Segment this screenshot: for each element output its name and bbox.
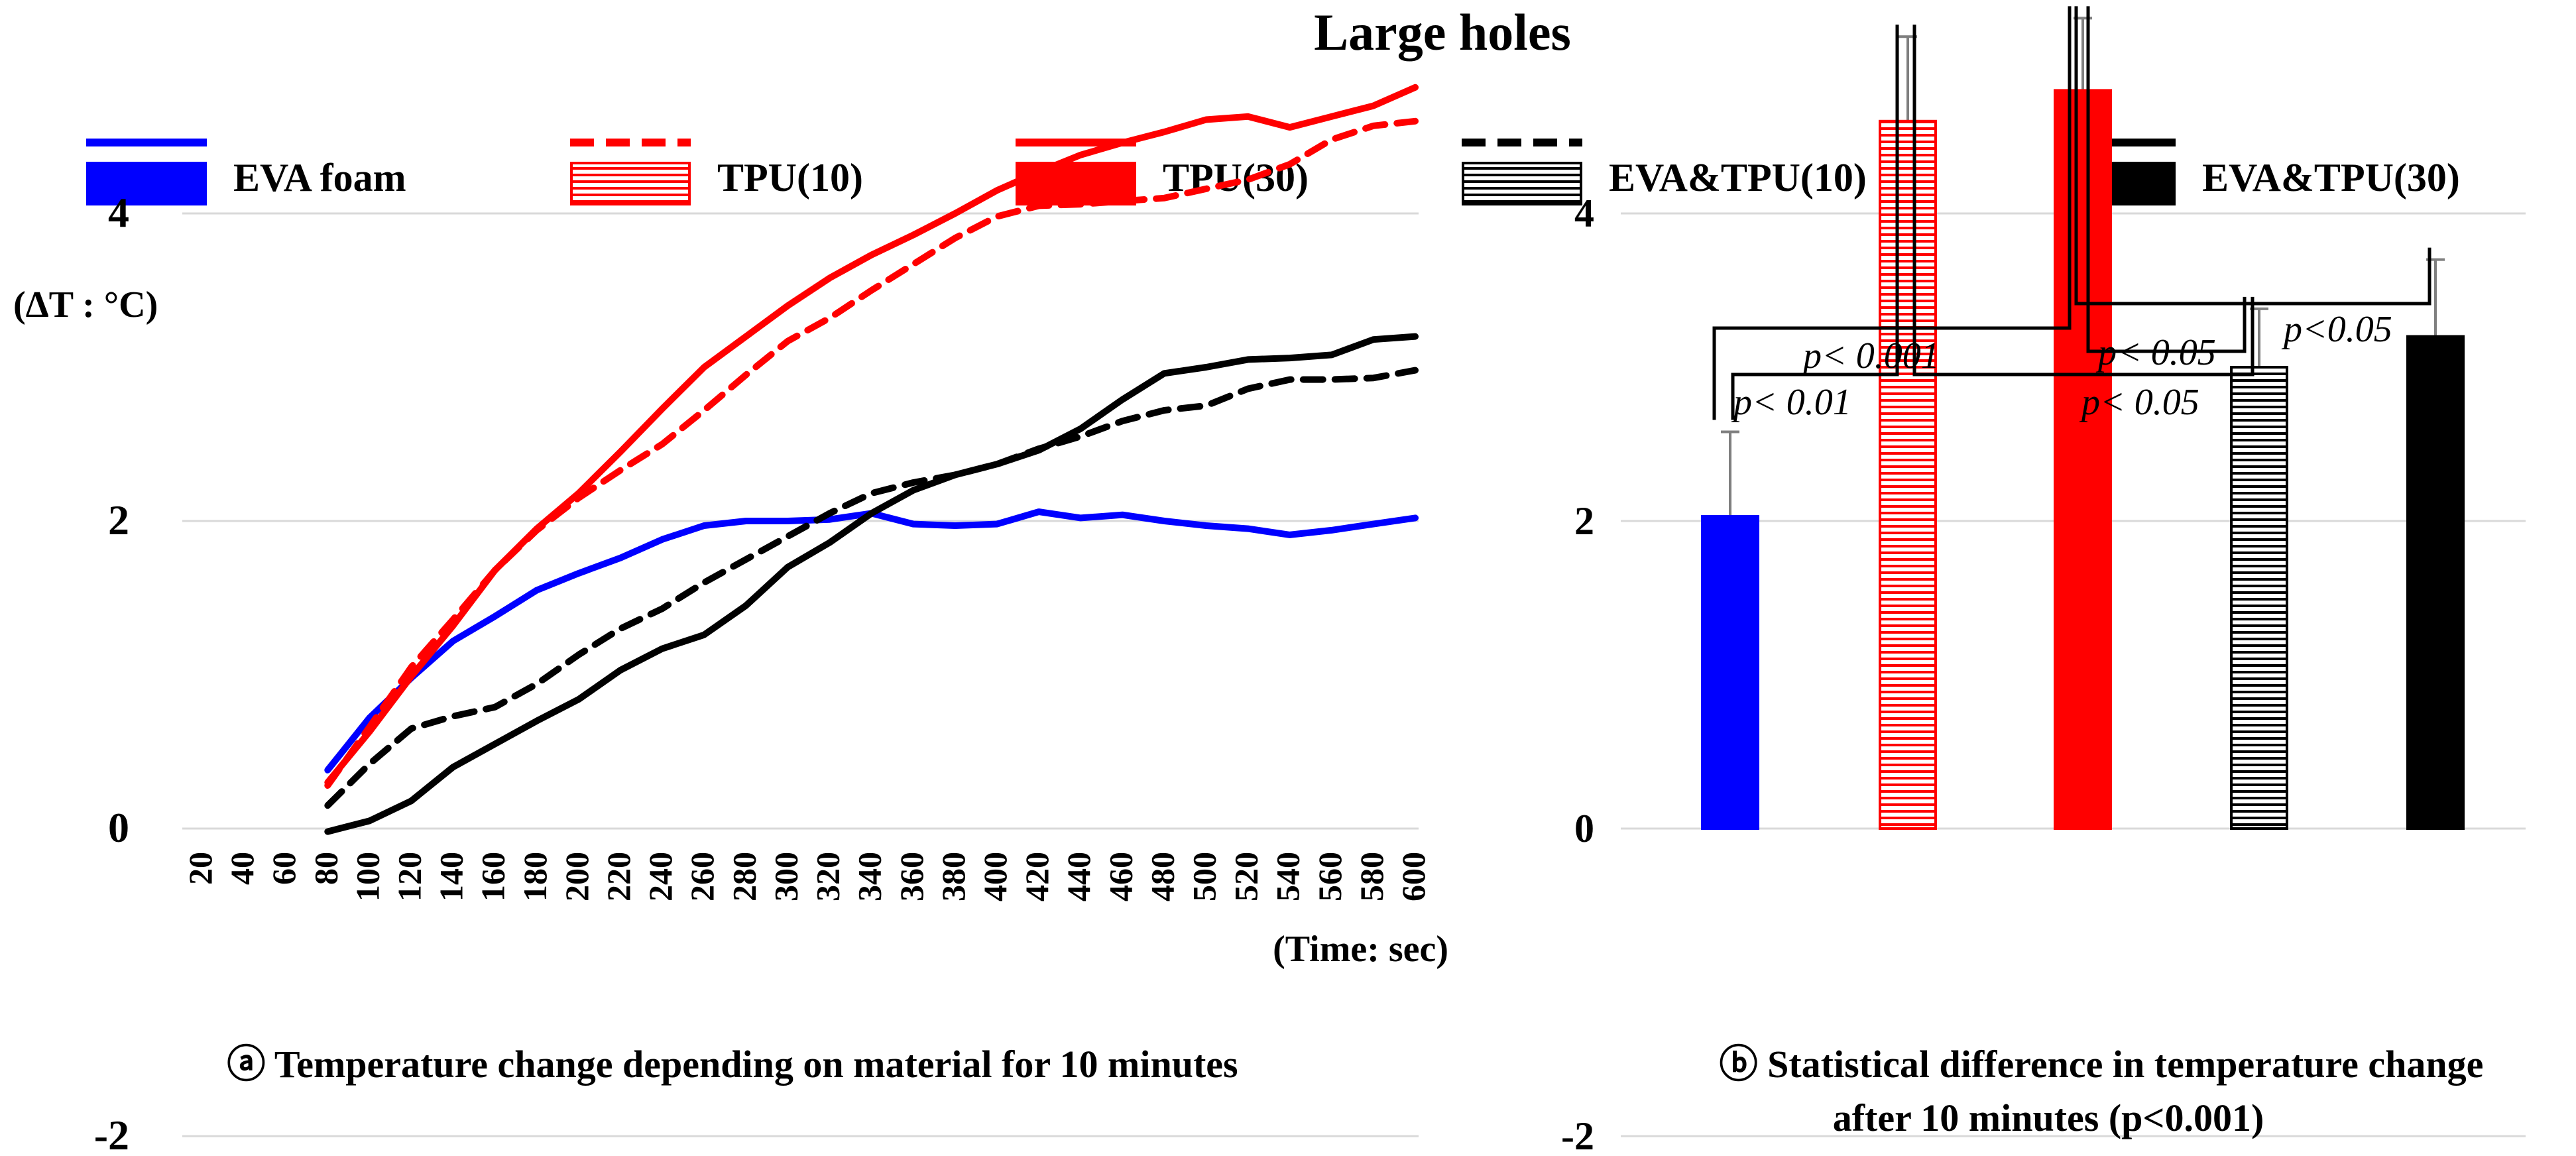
y-tick-label: -2 — [94, 1112, 129, 1156]
series-line-eva-tpu-10 — [324, 367, 1419, 809]
x-tick-label: 180 — [516, 852, 554, 901]
x-tick-label: 200 — [558, 852, 595, 901]
x-tick-label: 100 — [349, 852, 386, 901]
x-tick-label: 520 — [1228, 852, 1265, 901]
x-tick-label: 540 — [1269, 852, 1307, 901]
series-line-eva-foam — [324, 508, 1419, 774]
y-axis-label: (ΔT : °C) — [13, 284, 158, 325]
line-chart: (ΔT : °C) (Time: sec) -20246204060801001… — [13, 84, 1448, 1156]
significance-bracket — [1912, 25, 2254, 376]
significance-label: p< 0.01 — [1731, 382, 1851, 423]
x-tick-label: 440 — [1060, 852, 1097, 901]
x-tick-label: 340 — [851, 852, 888, 901]
significance-bracket — [1712, 6, 2072, 420]
caption-left: ⓐ Temperature change depending on materi… — [227, 1043, 1238, 1086]
significance-label: p< 0.001 — [1800, 335, 1940, 376]
x-tick-label: 20 — [182, 852, 219, 885]
caption-right-line1: ⓑ Statistical difference in temperature … — [1720, 1043, 2484, 1086]
legend-swatch-eva-foam — [86, 162, 207, 205]
x-tick-label: 320 — [809, 852, 847, 901]
x-tick-label: 120 — [391, 852, 428, 901]
legend-label-eva-foam: EVA foam — [233, 156, 406, 200]
y-tick-label: 4 — [1574, 192, 1594, 235]
bar-eva-tpu-30 — [2406, 335, 2465, 831]
significance-bracket — [2086, 6, 2247, 353]
legend-label-tpu-10: TPU(10) — [717, 156, 863, 200]
x-axis-label: (Time: sec) — [1273, 929, 1448, 970]
y-tick-label: 2 — [108, 496, 129, 544]
x-tick-label: 480 — [1143, 852, 1181, 901]
significance-bracket — [2074, 6, 2431, 306]
x-tick-label: 60 — [265, 852, 302, 885]
y-tick-label: -2 — [1561, 1114, 1594, 1156]
bar-tpu-30 — [2054, 89, 2112, 830]
legend-label-eva-tpu-10: EVA&TPU(10) — [1609, 156, 1867, 200]
y-tick-label: 4 — [108, 189, 129, 236]
significance-group: p< 0.001 p< 0.01 p<0.05 p< 0.05 p< 0.05 — [1712, 6, 2431, 423]
legend-swatch-eva-tpu-10 — [1462, 162, 1582, 205]
series-line-tpu-30 — [324, 84, 1419, 786]
bar-eva-foam — [1701, 515, 1759, 830]
legend-label-eva-tpu-30: EVA&TPU(30) — [2202, 156, 2460, 200]
series-line-eva-tpu-30 — [324, 333, 1419, 835]
series-line-tpu-10 — [324, 117, 1419, 789]
chart-title: Large holes — [1314, 3, 1571, 61]
legend: EVA foam TPU(10) TPU(30) EVA&TPU(10) EVA&TPU… — [86, 139, 2460, 205]
x-tick-label: 40 — [223, 852, 261, 885]
x-tick-label: 160 — [475, 852, 512, 901]
bar-eva-tpu-10 — [2230, 366, 2288, 830]
y-tick-label: 2 — [1574, 499, 1594, 543]
x-tick-label: 380 — [935, 852, 972, 901]
x-tick-label: 420 — [1018, 852, 1055, 901]
legend-swatch-tpu-10 — [570, 162, 691, 205]
x-tick-label: 400 — [976, 852, 1014, 901]
x-tick-label: 360 — [893, 852, 930, 901]
significance-bracket — [1731, 25, 1899, 420]
x-tick-label: 220 — [600, 852, 637, 901]
x-tick-label: 80 — [307, 852, 344, 885]
y-tick-label: 0 — [108, 804, 129, 851]
significance-label: p< 0.05 — [2095, 332, 2216, 373]
x-tick-label: 600 — [1395, 852, 1432, 901]
x-tick-label: 140 — [433, 852, 470, 901]
significance-label: p<0.05 — [2281, 309, 2392, 350]
bar-tpu-10 — [1879, 119, 1937, 830]
x-tick-label: 300 — [767, 852, 804, 901]
caption-right-line2: after 10 minutes (p<0.001) — [1833, 1096, 2264, 1139]
x-tick-label: 280 — [725, 852, 762, 901]
x-tick-label: 560 — [1311, 852, 1348, 901]
x-tick-label: 500 — [1185, 852, 1222, 901]
x-tick-label: 260 — [683, 852, 721, 901]
x-tick-label: 460 — [1102, 852, 1139, 901]
y-tick-label: 0 — [1574, 807, 1594, 850]
significance-label: p< 0.05 — [2079, 382, 2199, 423]
x-tick-label: 580 — [1353, 852, 1390, 901]
x-tick-label: 240 — [642, 852, 679, 901]
legend-swatch-tpu-30 — [1016, 162, 1136, 205]
